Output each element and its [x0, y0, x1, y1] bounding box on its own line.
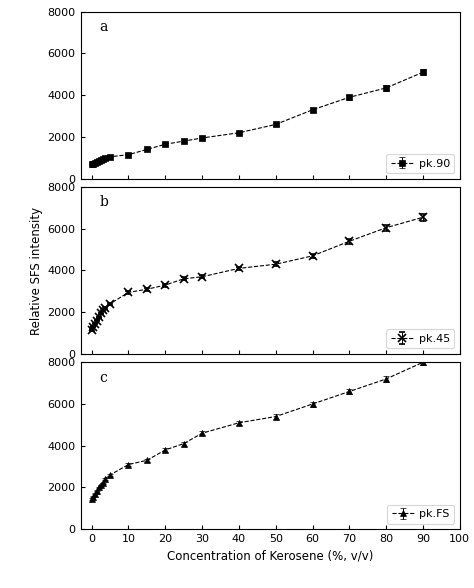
Legend: pk.FS: pk.FS	[387, 505, 454, 524]
Text: b: b	[100, 195, 109, 209]
Text: c: c	[100, 370, 108, 385]
Text: a: a	[100, 20, 108, 34]
Legend: pk.45: pk.45	[386, 329, 454, 348]
X-axis label: Concentration of Kerosene (%, v/v): Concentration of Kerosene (%, v/v)	[167, 550, 374, 563]
Y-axis label: Relative SFS intensity: Relative SFS intensity	[30, 206, 44, 335]
Legend: pk.90: pk.90	[386, 154, 454, 173]
